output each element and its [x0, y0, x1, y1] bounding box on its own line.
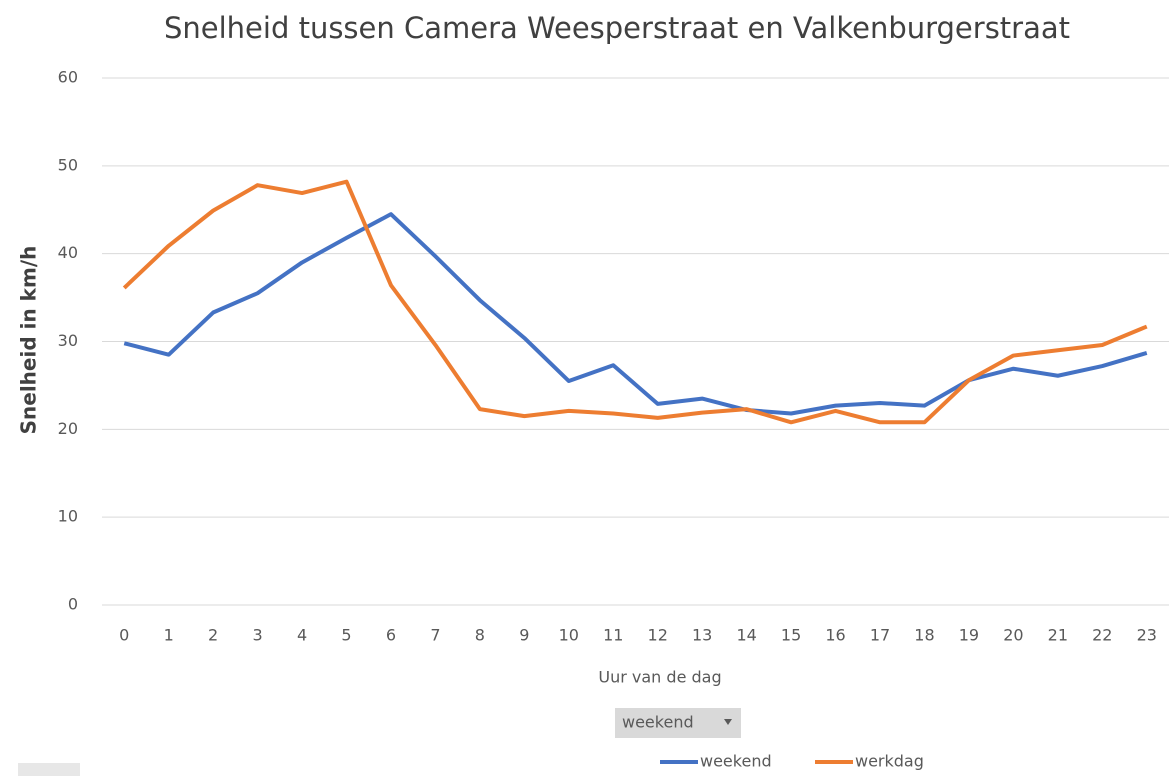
filter-button-bg[interactable] — [615, 708, 741, 738]
corner-box — [18, 763, 80, 776]
x-tick-label: 9 — [519, 626, 529, 645]
x-tick-label: 7 — [430, 626, 440, 645]
dropdown-arrow[interactable] — [724, 719, 732, 725]
x-tick-label: 5 — [341, 626, 351, 645]
y-axis-title: Snelheid in km/h — [17, 246, 41, 435]
x-tick-label: 6 — [386, 626, 396, 645]
y-tick-label: 50 — [58, 155, 78, 174]
chart-title: Snelheid tussen Camera Weesperstraat en … — [164, 11, 1070, 45]
legend-label: werkdag — [855, 752, 924, 771]
x-tick-label: 2 — [208, 626, 218, 645]
filter-button[interactable]: weekend — [615, 708, 741, 738]
x-tick-label: 3 — [253, 626, 263, 645]
x-tick-label: 14 — [736, 626, 756, 645]
filter-button-label[interactable]: weekend — [622, 713, 694, 732]
x-axis-title: Uur van de dag — [598, 668, 721, 687]
x-tick-label: 22 — [1092, 626, 1112, 645]
y-tick-label: 60 — [58, 68, 78, 87]
x-tick-label: 20 — [1003, 626, 1023, 645]
x-tick-label: 23 — [1137, 626, 1157, 645]
x-tick-label: 12 — [648, 626, 668, 645]
x-tick-label: 17 — [870, 626, 890, 645]
x-tick-label: 0 — [119, 626, 129, 645]
x-tick-label: 10 — [559, 626, 579, 645]
y-tick-label: 30 — [58, 331, 78, 350]
y-tick-label: 0 — [68, 595, 78, 614]
y-tick-label: 40 — [58, 243, 78, 262]
y-tick-label: 20 — [58, 419, 78, 438]
x-tick-label: 15 — [781, 626, 801, 645]
x-tick-label: 8 — [475, 626, 485, 645]
line-series — [123, 212, 1148, 416]
y-tick-label: 10 — [58, 507, 78, 526]
line-series — [122, 179, 1148, 425]
x-tick-label: 21 — [1048, 626, 1068, 645]
x-tick-label: 16 — [825, 626, 845, 645]
x-tick-label: 1 — [164, 626, 174, 645]
x-tick-label: 11 — [603, 626, 623, 645]
x-tick-label: 19 — [959, 626, 979, 645]
x-tick-label: 13 — [692, 626, 712, 645]
x-tick-label: 18 — [914, 626, 934, 645]
x-tick-label: 4 — [297, 626, 307, 645]
legend-label: weekend — [700, 752, 772, 771]
